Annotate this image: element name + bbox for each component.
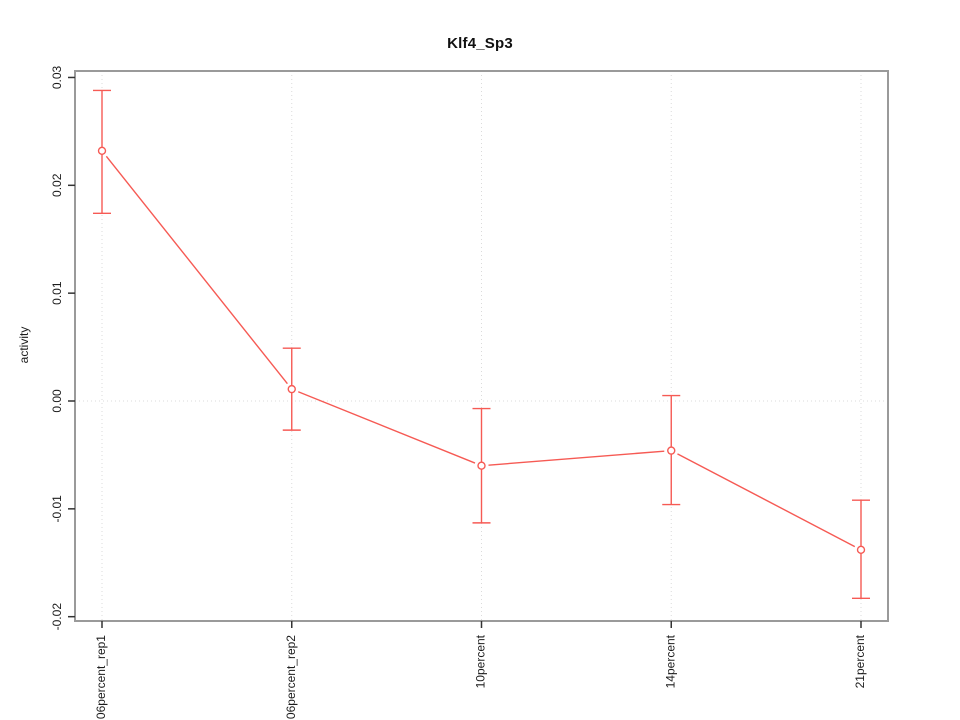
y-tick-label: 0.01 xyxy=(50,281,64,305)
x-tick-label: 14percent xyxy=(663,634,677,688)
series-line-segment xyxy=(105,155,288,385)
series-line-segment xyxy=(677,453,856,548)
series-line-segment xyxy=(488,450,665,466)
chart-title: Klf4_Sp3 xyxy=(447,35,513,52)
x-tick-label: 06percent_rep2 xyxy=(284,635,298,719)
y-tick-label: -0.02 xyxy=(50,603,64,631)
data-point-marker xyxy=(97,146,107,156)
data-point-marker xyxy=(287,384,296,394)
series-line-segment xyxy=(297,391,476,464)
y-tick-label: 0.03 xyxy=(50,65,64,89)
x-tick-label: 21percent xyxy=(853,634,867,688)
x-tick-label: 10percent xyxy=(474,634,488,688)
data-point-marker xyxy=(477,461,486,470)
plot-box xyxy=(74,70,889,622)
data-point-marker xyxy=(667,446,676,455)
y-tick-label: 0.02 xyxy=(50,173,64,197)
y-tick-label: -0.01 xyxy=(50,495,64,523)
x-tick-label: 06percent_rep1 xyxy=(94,635,108,719)
y-tick-label: 0.00 xyxy=(50,389,64,413)
data-point-marker xyxy=(856,545,866,555)
